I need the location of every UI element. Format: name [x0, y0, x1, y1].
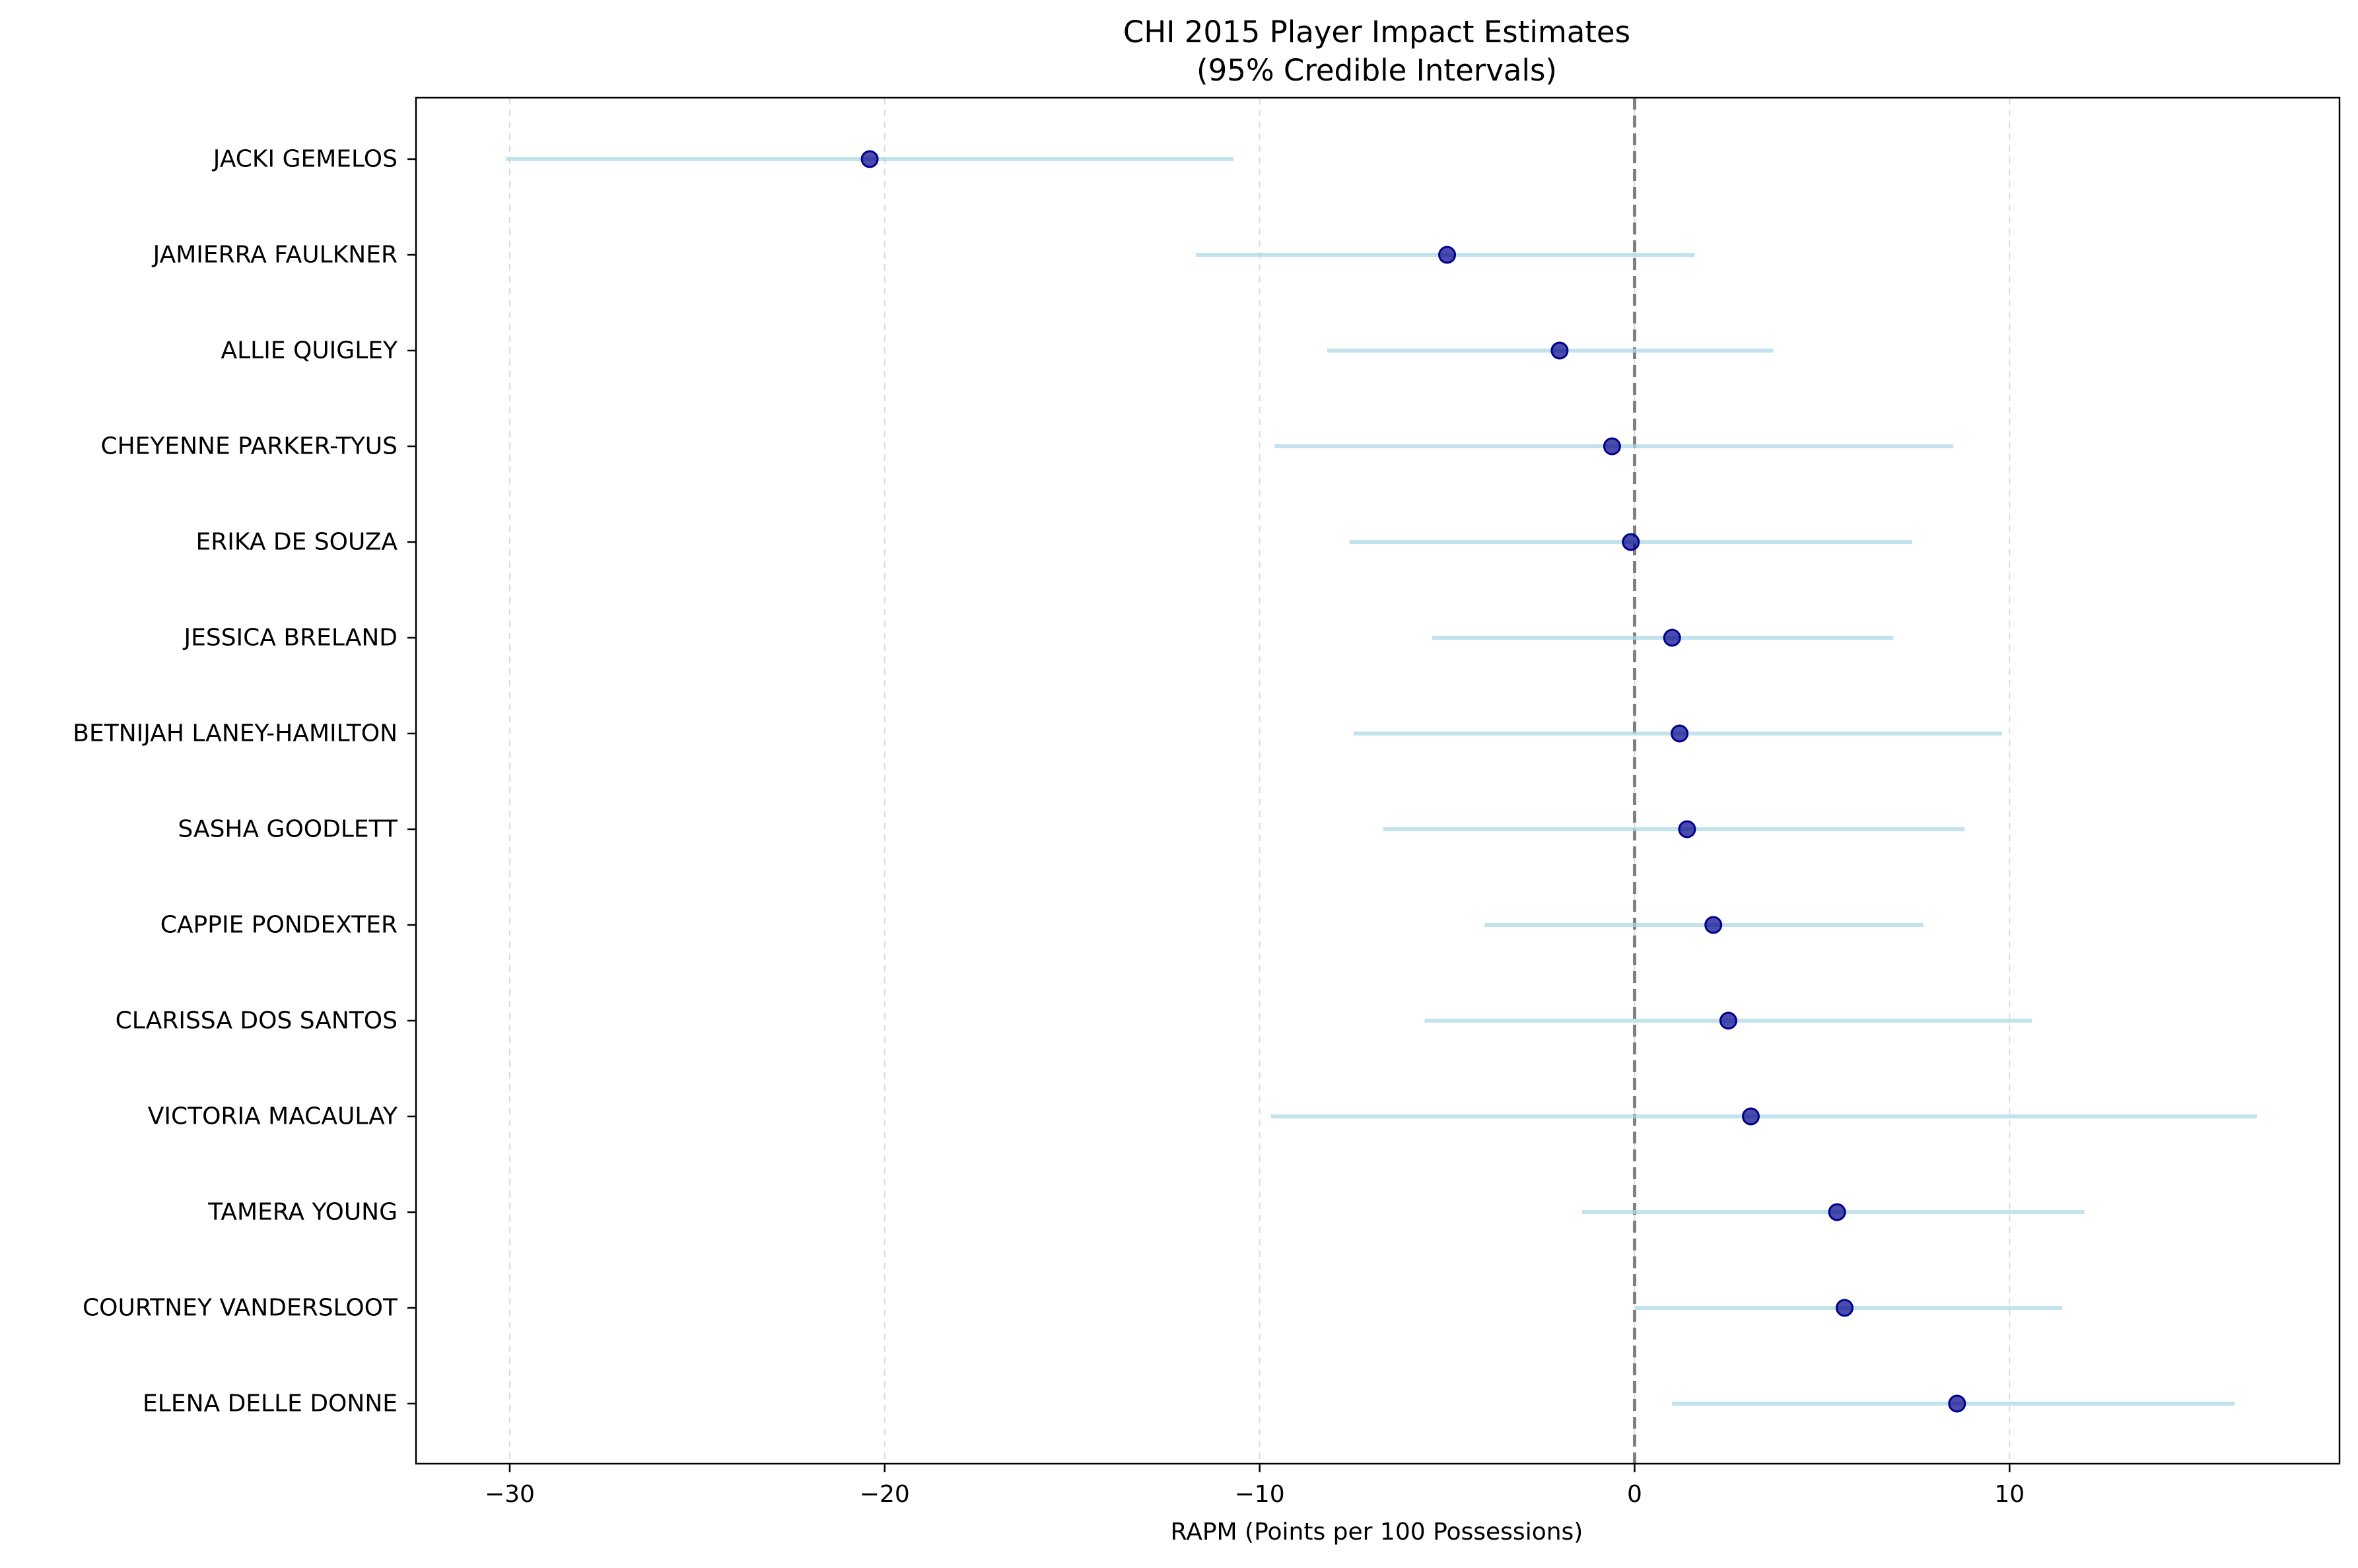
x-tick-label: −10	[1235, 1481, 1285, 1508]
plot-frame	[415, 96, 2341, 1465]
y-tick-label: CLARISSA DOS SANTOS	[116, 1007, 398, 1035]
y-tick-label: VICTORIA MACAULAY	[148, 1103, 398, 1130]
estimate-point	[1704, 916, 1723, 934]
estimate-point	[1828, 1203, 1846, 1221]
chart-title: CHI 2015 Player Impact Estimates	[1123, 15, 1630, 50]
y-tick-label: SASHA GOODLETT	[178, 816, 398, 843]
estimate-point	[1550, 341, 1569, 360]
plot-frame-layer	[415, 96, 2341, 1465]
estimate-point	[1663, 629, 1681, 647]
x-axis-label: RAPM (Points per 100 Possessions)	[1171, 1518, 1583, 1546]
x-tick-label: 0	[1627, 1481, 1642, 1508]
point-layer	[860, 150, 1966, 1413]
estimate-point	[1671, 724, 1689, 743]
estimate-point	[1948, 1394, 1966, 1413]
y-tick-label: CAPPIE PONDEXTER	[160, 912, 398, 939]
y-tick-label: JAMIERRA FAULKNER	[152, 242, 398, 269]
x-tick-label: −20	[860, 1481, 910, 1508]
x-tick-layer: −30 −20 −10 0 10	[485, 1464, 2025, 1508]
y-tick-label: CHEYENNE PARKER-TYUS	[100, 433, 398, 460]
x-tick-label: −30	[485, 1481, 535, 1508]
x-tick-label: 10	[1994, 1481, 2025, 1508]
y-tick-label: JESSICA BRELAND	[182, 625, 398, 652]
estimate-point	[1741, 1107, 1760, 1126]
y-tick-label: JACKI GEMELOS	[212, 146, 398, 173]
estimate-point	[1603, 437, 1621, 456]
y-tick-label: COURTNEY VANDERSLOOT	[83, 1295, 398, 1322]
estimate-point	[1835, 1299, 1854, 1317]
estimate-point	[1438, 246, 1457, 264]
label-layer: CHI 2015 Player Impact Estimates (95% Cr…	[1123, 15, 1630, 1546]
estimate-point	[860, 150, 879, 168]
estimate-point	[1678, 820, 1696, 838]
y-tick-label: ERIKA DE SOUZA	[195, 529, 398, 556]
y-tick-layer: JACKI GEMELOS JAMIERRA FAULKNER ALLIE QUIG…	[73, 146, 416, 1417]
chart-subtitle: (95% Credible Intervals)	[1196, 53, 1557, 88]
y-tick-label: ALLIE QUIGLEY	[221, 337, 398, 364]
y-tick-label: BETNIJAH LANEY-HAMILTON	[73, 720, 398, 747]
estimate-point	[1719, 1011, 1737, 1030]
estimate-point	[1622, 533, 1640, 551]
y-tick-label: ELENA DELLE DONNE	[143, 1390, 398, 1417]
grid-layer	[508, 98, 2011, 1464]
y-tick-label: TAMERA YOUNG	[207, 1199, 398, 1226]
interval-layer	[506, 157, 2258, 1406]
